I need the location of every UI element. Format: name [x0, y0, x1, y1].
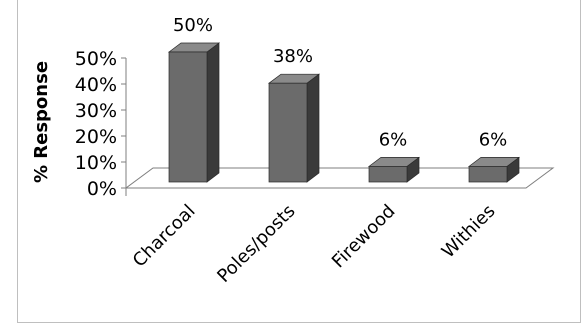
y-axis: 0% 10% 20% 30% 40% 50%	[75, 48, 127, 200]
category-label: Firewood	[328, 201, 400, 273]
bar-side	[206, 42, 220, 183]
bar	[167, 42, 221, 183]
bar	[367, 156, 421, 183]
bars	[167, 42, 521, 183]
data-label: 38%	[273, 46, 313, 67]
bar	[467, 156, 521, 183]
y-tick-label: 10%	[75, 152, 117, 174]
category-label: Charcoal	[129, 201, 200, 272]
category-label: Poles/posts	[213, 201, 299, 287]
bar-front	[168, 51, 208, 183]
y-tick-label: 30%	[75, 100, 117, 122]
bar-front	[468, 166, 508, 183]
data-label: 50%	[173, 15, 213, 36]
data-label: 6%	[379, 129, 408, 150]
chart-floor	[124, 167, 555, 196]
category-label: Withies	[438, 201, 500, 263]
bar	[267, 73, 321, 183]
data-label: 6%	[479, 129, 508, 150]
bar-front	[268, 82, 308, 183]
bar-front	[368, 166, 408, 183]
y-tick-label: 40%	[75, 74, 117, 96]
y-tick-label: 20%	[75, 126, 117, 148]
floor-plane	[124, 167, 555, 189]
x-axis-categories: Charcoal Poles/posts Firewood Withies	[129, 201, 500, 287]
bar-side	[306, 73, 320, 183]
y-axis-label: % Response	[31, 61, 52, 183]
y-tick-label: 50%	[75, 48, 117, 70]
data-labels: 50% 38% 6% 6%	[173, 15, 507, 150]
y-tick-label: 0%	[87, 178, 117, 200]
